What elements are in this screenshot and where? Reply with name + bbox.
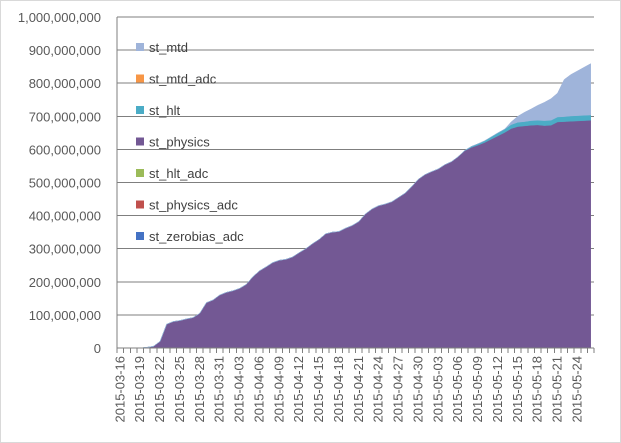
y-tick-label: 400,000,000 [29,209,101,224]
x-tick-label: 2015-05-21 [550,356,565,423]
legend-swatch [136,232,144,240]
y-tick-label: 300,000,000 [29,242,101,257]
x-tick-label: 2015-04-21 [351,356,366,423]
x-axis-tick-labels: 2015-03-16 2015-03-19 2015-03-22 2015-03-25… [112,356,584,423]
legend-label: st_physics_adc [149,198,238,213]
x-tick-label: 2015-05-18 [530,356,545,423]
x-tick-label: 2015-04-06 [251,356,266,423]
x-tick-label: 2015-04-03 [232,356,247,423]
x-tick-label: 2015-05-15 [510,356,525,423]
legend-label: st_mtd_adc [149,72,217,87]
axes [116,17,595,353]
y-tick-label: 600,000,000 [29,142,101,157]
y-tick-label: 500,000,000 [29,176,101,191]
y-tick-label: 900,000,000 [29,43,101,58]
x-tick-label: 2015-04-30 [410,356,425,423]
legend-swatch [136,106,144,114]
legend-swatch [136,137,144,146]
series-area-st-mtd [120,63,591,349]
legend-label: st_mtd [149,40,188,55]
x-tick-label: 2015-04-18 [331,356,346,423]
x-tick-label: 2015-03-31 [212,356,227,423]
y-tick-label: 100,000,000 [29,308,101,323]
legend-label: st_hlt_adc [149,166,209,181]
legend: st_mtd st_mtd_adc st_hlt st_physics st_hlt_a… [136,40,244,244]
y-tick-label: 700,000,000 [29,109,101,124]
y-tick-label: 200,000,000 [29,275,101,290]
x-tick-label: 2015-03-22 [152,356,167,423]
legend-label: st_physics [149,135,210,150]
y-axis-tick-labels: 0 100,000,000 200,000,000 300,000,000 400,00… [18,10,101,356]
legend-label: st_zerobias_adc [149,229,244,244]
y-tick-label: 0 [94,341,101,356]
y-tick-label: 1,000,000,000 [18,10,101,25]
x-tick-label: 2015-05-03 [430,356,445,423]
x-tick-label: 2015-04-27 [391,356,406,423]
x-tick-label: 2015-04-15 [311,356,326,423]
legend-swatch [136,74,144,83]
x-tick-label: 2015-04-09 [271,356,286,423]
x-tick-label: 2015-05-24 [569,356,584,423]
x-tick-label: 2015-05-12 [490,356,505,423]
x-tick-label: 2015-04-24 [371,356,386,423]
legend-swatch [136,169,144,177]
y-tick-label: 800,000,000 [29,76,101,91]
x-tick-label: 2015-05-09 [470,356,485,423]
x-tick-label: 2015-04-12 [291,356,306,423]
x-tick-label: 2015-03-28 [192,356,207,423]
x-tick-label: 2015-03-16 [112,356,127,423]
legend-swatch [136,200,144,209]
x-tick-label: 2015-05-06 [450,356,465,423]
x-tick-label: 2015-03-19 [132,356,147,423]
legend-label: st_hlt [149,103,180,118]
x-tick-label: 2015-03-25 [172,356,187,423]
legend-swatch [136,43,144,51]
